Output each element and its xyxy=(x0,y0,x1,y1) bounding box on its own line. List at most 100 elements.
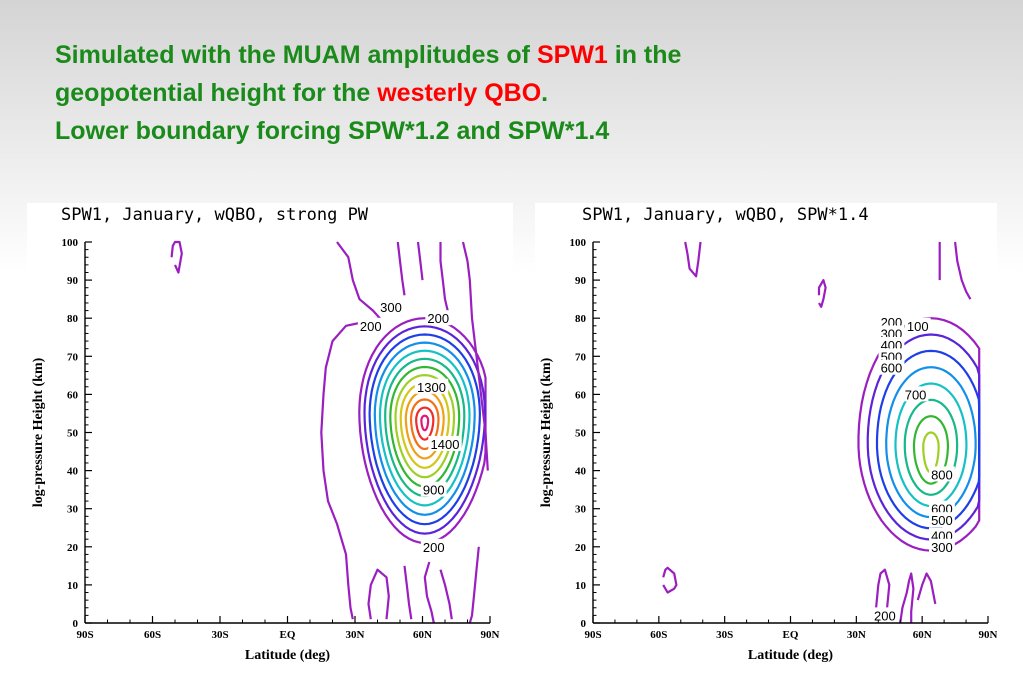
contour-label: 700 xyxy=(905,387,927,402)
y-tick-label: 0 xyxy=(581,618,587,630)
contour-line xyxy=(416,241,424,281)
contour-line xyxy=(396,241,406,296)
contour-label-bg xyxy=(902,386,929,402)
contour-label-bg xyxy=(929,527,955,543)
title-line-2: geopotential height for the westerly QBO… xyxy=(55,74,995,112)
contour-label-bg xyxy=(378,298,404,314)
contour-label: 900 xyxy=(423,483,445,498)
contour-label-bg xyxy=(929,538,955,554)
y-axis-label: log-pressure Height (km) xyxy=(31,357,46,507)
y-tick-label: 70 xyxy=(67,351,79,363)
x-axis-label: Latitude (deg) xyxy=(748,648,834,663)
contour-label-bg xyxy=(878,314,905,330)
contour-label-bg xyxy=(871,607,898,623)
contour-label-bg xyxy=(878,325,905,341)
y-tick-label: 90 xyxy=(575,275,587,287)
contour-plot-right: SPW1, January, wQBO, SPW*1.4 200 100 300 40 0… xyxy=(535,203,997,669)
contour-line xyxy=(358,317,487,545)
contour-line xyxy=(866,333,981,541)
x-tick-label: EQ xyxy=(280,629,296,641)
x-tick-label: 60S xyxy=(650,629,667,641)
contour-line xyxy=(363,325,487,535)
y-tick-label: 50 xyxy=(67,428,79,440)
contour-line xyxy=(420,414,430,432)
chart-svg: SPW1, January, wQBO, SPW*1.4 200 100 300 40 0… xyxy=(539,205,997,663)
contour-line xyxy=(875,568,891,623)
contour-label-bg xyxy=(428,435,462,451)
contour-line xyxy=(439,242,451,319)
contour-line xyxy=(439,569,453,620)
chart-svg: SPW1, January, wQBO, strong PW3002002001… xyxy=(31,205,500,663)
contour-line xyxy=(468,546,480,624)
contour-line xyxy=(373,341,476,516)
contour-label-bg xyxy=(929,466,955,482)
contour-line xyxy=(899,572,915,624)
contour-line xyxy=(903,398,959,496)
contour-line xyxy=(894,382,968,508)
contour-label: 1300 xyxy=(417,380,446,395)
contour-label-bg xyxy=(878,359,905,375)
contour-label-bg xyxy=(878,348,905,364)
title-text: . xyxy=(541,79,549,107)
x-tick-label: 90S xyxy=(584,629,601,641)
contour-label-bg xyxy=(414,378,449,394)
x-tick-label: 60N xyxy=(413,629,432,641)
contour-label-bg xyxy=(420,538,447,554)
contour-line xyxy=(399,382,450,469)
x-tick-label: 90N xyxy=(481,629,500,641)
contour-label: 200 xyxy=(874,608,896,623)
contour-line xyxy=(389,365,461,488)
x-tick-label: 30S xyxy=(716,629,733,641)
x-tick-label: 30N xyxy=(847,629,866,641)
contour-label-bg xyxy=(929,500,955,516)
contour-line xyxy=(662,566,678,594)
y-tick-label: 100 xyxy=(570,237,587,249)
y-tick-label: 20 xyxy=(67,542,79,554)
y-tick-label: 30 xyxy=(575,504,587,516)
contour-label: 100 xyxy=(907,319,929,334)
x-axis-label: Latitude (deg) xyxy=(245,648,331,663)
slide-title: Simulated with the MUAM amplitudes of SP… xyxy=(55,36,995,150)
contour-label: 1400 xyxy=(431,437,460,452)
contour-label-bg xyxy=(904,317,931,333)
title-line-1: Simulated with the MUAM amplitudes of SP… xyxy=(55,36,995,74)
contour-label: 200 xyxy=(427,311,449,326)
y-tick-label: 90 xyxy=(67,275,79,287)
contour-line xyxy=(368,333,481,526)
x-tick-label: 60S xyxy=(144,629,161,641)
x-tick-label: 90S xyxy=(76,629,93,641)
contour-line xyxy=(170,240,183,274)
contour-line xyxy=(875,349,981,530)
y-tick-label: 100 xyxy=(62,237,79,249)
y-tick-label: 40 xyxy=(575,466,587,478)
contour-line xyxy=(817,278,827,308)
plot-title: SPW1, January, wQBO, strong PW xyxy=(61,205,369,225)
contour-line xyxy=(423,561,435,624)
y-tick-label: 80 xyxy=(67,313,79,325)
x-tick-label: 60N xyxy=(913,629,932,641)
y-axis-label: log-pressure Height (km) xyxy=(539,357,554,507)
contour-label-bg xyxy=(357,317,384,333)
contour-label-bg xyxy=(420,481,447,497)
contour-line xyxy=(916,572,937,605)
contour-line xyxy=(461,241,489,471)
x-tick-label: EQ xyxy=(783,629,799,641)
contour-line xyxy=(367,568,390,620)
title-text: geopotential height for the xyxy=(55,79,378,107)
title-text: in the xyxy=(607,41,682,69)
contour-label: 200 xyxy=(423,540,445,555)
contour-group xyxy=(170,240,489,624)
contour-label: 300 xyxy=(380,300,402,315)
y-tick-label: 0 xyxy=(73,618,79,630)
contour-line xyxy=(684,241,702,278)
x-tick-label: 90N xyxy=(979,629,997,641)
contour-label: 200 xyxy=(360,319,382,334)
y-tick-label: 70 xyxy=(575,351,587,363)
x-tick-label: 30S xyxy=(211,629,228,641)
contour-line xyxy=(954,241,972,300)
contour-label: 500 xyxy=(931,513,953,528)
contour-label: 800 xyxy=(931,467,953,482)
y-tick-label: 20 xyxy=(575,542,587,554)
contour-line xyxy=(404,390,445,460)
y-tick-label: 60 xyxy=(575,389,587,401)
